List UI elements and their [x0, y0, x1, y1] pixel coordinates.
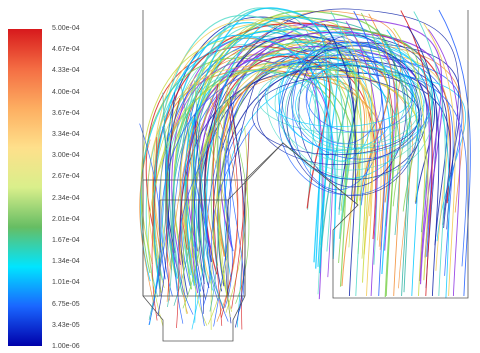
- pathline: [341, 29, 374, 297]
- color-scale-tick-label: 2.01e-04: [52, 215, 80, 223]
- boiler-geometry: [142, 10, 469, 342]
- pathline: [206, 90, 235, 301]
- pathline: [190, 129, 213, 326]
- pathline: [428, 29, 461, 297]
- nose-outline: [227, 142, 359, 206]
- pathline: [192, 117, 197, 323]
- pathline: [376, 28, 409, 297]
- pathline: [212, 41, 461, 292]
- color-scale-tick-label: 3.67e-04: [52, 109, 80, 117]
- pathline: [217, 28, 420, 299]
- pathline: [205, 16, 339, 291]
- pathline: [148, 108, 186, 327]
- color-scale-tick-label: 2.34e-04: [52, 194, 80, 202]
- color-scale-tick-label: 2.67e-04: [52, 173, 80, 181]
- pathline: [400, 10, 433, 297]
- pathline: [353, 10, 386, 297]
- recirculation-loop: [306, 60, 414, 133]
- pathline-plot: [139, 7, 471, 342]
- pathline: [204, 130, 228, 325]
- pathline: [407, 26, 440, 297]
- pathline: [189, 109, 206, 330]
- pathline: [360, 12, 394, 297]
- color-scale-tick-label: 5.00e-04: [52, 25, 80, 32]
- recirculation-loop: [252, 76, 420, 156]
- color-scale-tick-label: 3.43e-05: [52, 321, 80, 329]
- pathline: [153, 34, 336, 290]
- pathline: [224, 126, 243, 308]
- pathline: [203, 123, 224, 309]
- pathline: [413, 11, 446, 297]
- pathline: [152, 19, 373, 259]
- pathline: [345, 21, 378, 297]
- recirculation-loop: [291, 48, 406, 151]
- pathline: [192, 104, 211, 306]
- pathline: [139, 139, 155, 306]
- color-scale-bar: [8, 29, 42, 346]
- pathline: [438, 9, 471, 297]
- pathline: [191, 15, 358, 264]
- recirculation-loop: [264, 63, 413, 127]
- pathline: [180, 69, 451, 295]
- pathline: [173, 24, 344, 286]
- pathline: [216, 81, 231, 318]
- pathline: [183, 125, 211, 314]
- pathline: [166, 125, 195, 302]
- pathline: [330, 10, 363, 297]
- pathline: [145, 36, 378, 298]
- pathline: [157, 92, 175, 317]
- pathline: [229, 97, 246, 328]
- pathline: [231, 133, 250, 309]
- recirculation-loop: [297, 65, 421, 146]
- color-scale-tick-label: 1.00e-06: [52, 343, 80, 350]
- color-scale-tick-label: 4.33e-04: [52, 67, 80, 75]
- color-scale-tick-label: 4.00e-04: [52, 88, 80, 96]
- pathline: [140, 37, 361, 265]
- pathline: [393, 28, 426, 297]
- pathline: [149, 95, 174, 325]
- recirculation-loop: [266, 34, 432, 171]
- color-scale-tick-label: 3.00e-04: [52, 152, 80, 160]
- pathline: [151, 137, 158, 321]
- pathline: [386, 29, 419, 297]
- pathline: [224, 73, 466, 278]
- pathline: [217, 55, 389, 257]
- pathline: [219, 88, 233, 312]
- pathline: [153, 15, 339, 281]
- pathline: [162, 92, 173, 308]
- color-scale-tick-label: 6.75e-05: [52, 300, 80, 308]
- pathline: [324, 24, 357, 297]
- pathline: [193, 8, 459, 300]
- pathline: [368, 13, 401, 297]
- pathline: [194, 123, 205, 327]
- pathline: [221, 101, 239, 318]
- pathline: [160, 46, 366, 269]
- pathline: [212, 83, 223, 326]
- color-scale-tick-label: 1.01e-04: [52, 279, 80, 287]
- pathlines: [139, 7, 471, 330]
- color-scale-tick-label: 1.34e-04: [52, 258, 80, 266]
- color-scale-tick-label: 4.67e-04: [52, 46, 80, 54]
- pathline: [423, 23, 456, 297]
- pathline: [210, 84, 228, 330]
- pathline: [165, 60, 334, 278]
- pathline: [161, 62, 468, 297]
- color-scale-tick-label: 1.67e-04: [52, 237, 80, 244]
- pathline: [228, 94, 245, 313]
- pathline: [173, 100, 196, 324]
- hopper-frame: [142, 179, 246, 297]
- pathline: [165, 97, 180, 301]
- color-scale-tick-label: 3.34e-04: [52, 131, 80, 138]
- color-scale-labels: 5.00e-04 4.67e-04 4.33e-04 4.00e-04 3.67e-04…: [52, 25, 122, 350]
- pathline: [225, 126, 248, 313]
